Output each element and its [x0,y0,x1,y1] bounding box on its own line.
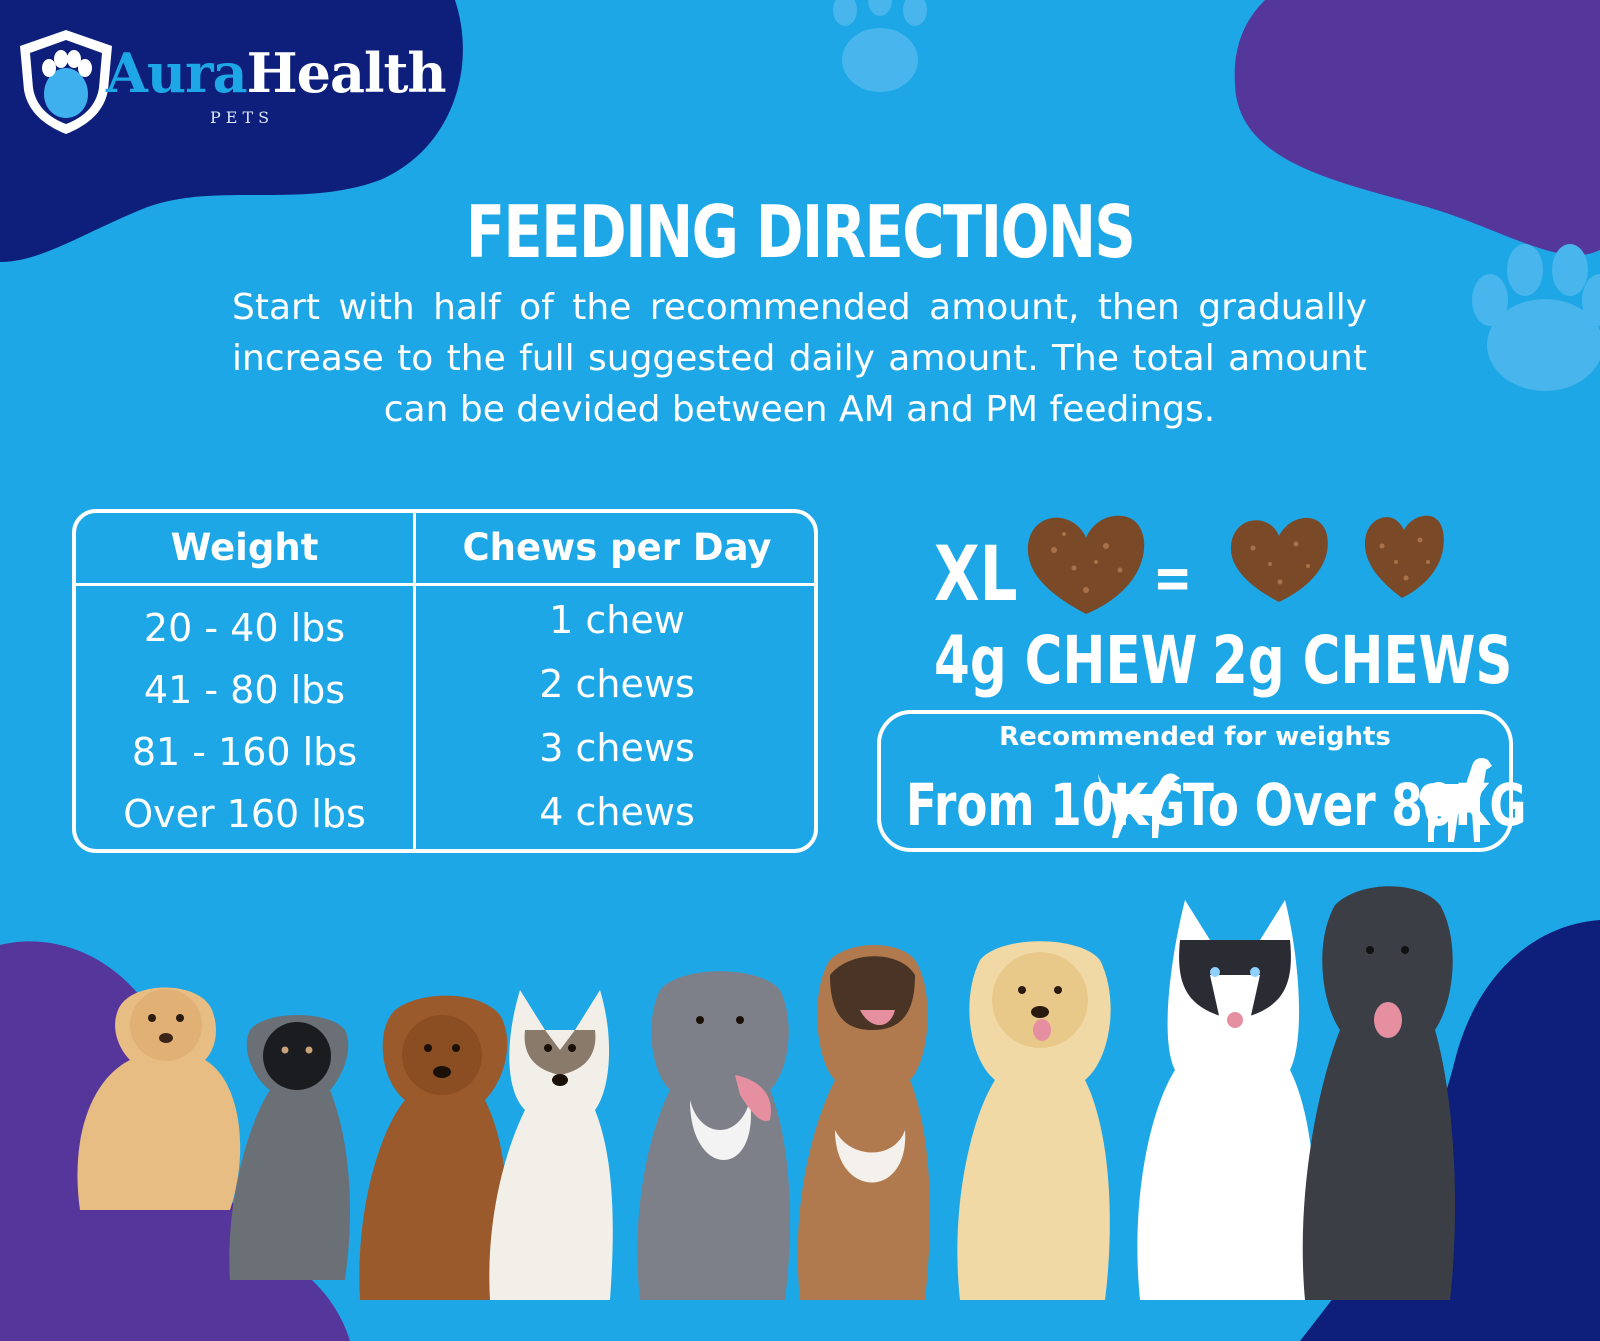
dog-cocker-spaniel [77,987,241,1210]
table-cell-weight: 81 - 160 lbs [131,730,358,774]
table-header-weight: Weight [170,526,319,569]
dog-group-photo [77,886,1455,1300]
dog-spaniel-roan [229,1015,350,1280]
table-cell-weight: 20 - 40 lbs [143,606,346,650]
purple-blob-top-right [1234,0,1600,256]
recommendation-heading: Recommended for weights [999,722,1391,752]
intro-paragraph: Start with half of the recommended amoun… [232,287,1367,430]
chew-size-label: XL [934,529,1018,618]
table-cell-chews: 2 chews [539,662,695,706]
table-header-chews: Chews per Day [462,526,772,569]
dog-cane-corso [1302,886,1455,1300]
brand-name: AuraHealth [106,46,447,100]
table-divider [413,513,416,849]
table-divider [76,583,814,586]
table-cell-chews: 4 chews [539,790,695,834]
table-cell-weight: Over 160 lbs [123,792,366,836]
equals-sign: = [1153,543,1193,613]
dog-pitbull [637,971,790,1300]
navy-blob-top-left [0,0,463,262]
dog-boxer-mix [797,945,930,1300]
chew-treat-icon [1230,517,1328,602]
paw-print-icon [1472,244,1600,391]
table-cell-chews: 1 chew [549,598,685,642]
dog-brown-puppy [359,995,508,1300]
page-title: FEEDING DIRECTIONS [465,190,1136,274]
small-dog-icon [1098,773,1180,838]
brand-name-health: Health [246,41,447,105]
brand-name-aura: Aura [106,41,248,105]
dog-golden-retriever [957,941,1111,1300]
chew-treat-icon [1364,515,1444,598]
dog-husky [1137,900,1315,1300]
feeding-table: Weight Chews per Day 20 - 40 lbs 41 - 80… [72,509,818,853]
large-dog-icon [1419,758,1492,842]
dog-husky-puppy [489,990,613,1300]
table-cell-chews: 3 chews [539,726,695,770]
brand-subtitle: PETS [210,108,275,127]
large-chew-label: 4g CHEW [934,622,1198,699]
table-cell-weight: 41 - 80 lbs [143,668,346,712]
small-chew-label: 2g CHEWS [1212,622,1513,699]
paw-print-icon [833,0,927,92]
recommendation-box [877,710,1513,852]
chew-treat-icon [1027,515,1145,614]
shield-paw-logo-icon [20,30,112,134]
